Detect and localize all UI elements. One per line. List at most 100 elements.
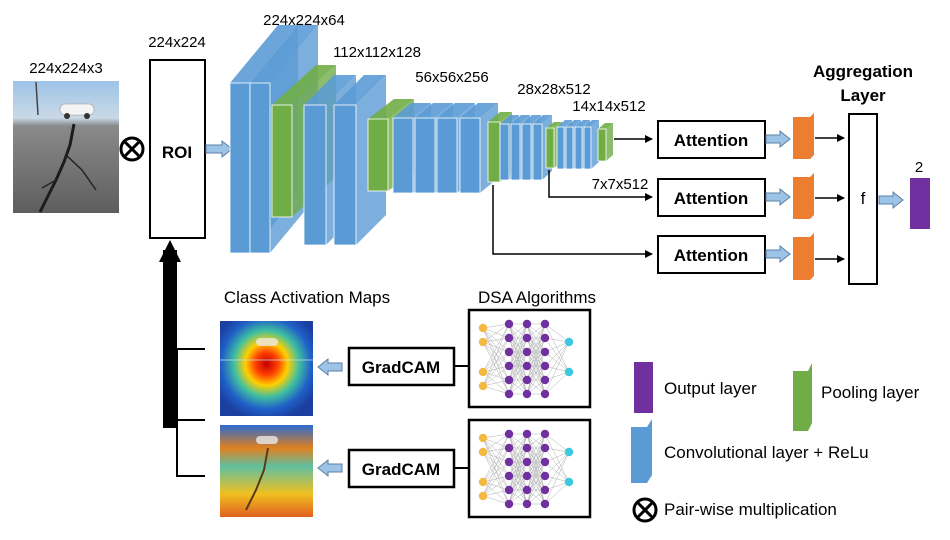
legend-output-label: Output layer (664, 379, 757, 398)
network-node (504, 457, 514, 467)
network-edge (482, 447, 510, 497)
block3-dims-label: 56x56x256 (415, 69, 488, 86)
network-edge (482, 351, 510, 387)
network-edge (544, 451, 570, 463)
network-edge (508, 461, 528, 505)
network-node (478, 433, 488, 443)
gradcam-1-arrow (317, 357, 343, 377)
attention-module-1: Attention (657, 120, 766, 159)
network-edge (544, 451, 570, 491)
network-node (540, 443, 550, 453)
network-edge (482, 433, 510, 497)
attention-output-3 (793, 233, 814, 280)
network-node (522, 375, 532, 385)
network-node (504, 361, 514, 371)
network-edge (482, 341, 510, 381)
dsa-title: DSA Algorithms (478, 288, 596, 307)
legend-multiply-icon (632, 497, 658, 523)
network-edge (526, 337, 546, 395)
gradcam-box-2: GradCAM (347, 448, 456, 489)
aggregation-box (848, 113, 878, 285)
network-node (478, 337, 488, 347)
network-edge (482, 323, 510, 329)
network-node (478, 491, 488, 501)
network-node (522, 347, 532, 357)
cam-heatmap-1 (220, 321, 313, 416)
network-edge (508, 447, 528, 505)
network-node (504, 471, 514, 481)
network-edge (544, 451, 570, 477)
network-edge (482, 447, 510, 453)
network-edge (482, 433, 510, 439)
network-node (540, 333, 550, 343)
legend-output-swatch (634, 362, 653, 413)
network-edge (508, 351, 528, 395)
network-edge (544, 341, 570, 367)
network-edge (544, 371, 570, 395)
network-node (540, 499, 550, 509)
network-node (564, 337, 574, 347)
attention-label: Attention (674, 131, 749, 150)
network-node (504, 347, 514, 357)
network-node (504, 485, 514, 495)
network-edge (544, 451, 570, 505)
network-node (540, 375, 550, 385)
network-node (522, 499, 532, 509)
attention-module-2: Attention (657, 178, 766, 217)
network-node (522, 333, 532, 343)
network-node (522, 389, 532, 399)
legend-pooling-label: Pooling layer (821, 383, 920, 402)
network-edge (526, 323, 546, 381)
network-edge (482, 495, 510, 505)
arrow-to-attention-3 (492, 185, 653, 258)
dsa-network-2 (467, 418, 592, 519)
network-edge (544, 433, 570, 453)
attention-output-1 (793, 113, 814, 159)
attention-module-3: Attention (657, 235, 766, 274)
network-node (540, 361, 550, 371)
network-edge (544, 341, 570, 381)
aggregation-to-output-arrow (878, 190, 904, 210)
network-node (564, 447, 574, 457)
network-edge (482, 323, 510, 343)
network-node (522, 485, 532, 495)
network-edge (482, 489, 510, 497)
network-edge (526, 351, 546, 395)
network-edge (482, 451, 510, 491)
network-edge (482, 337, 510, 343)
network-node (522, 457, 532, 467)
network-node (540, 471, 550, 481)
attention-3-out-arrow (765, 244, 791, 264)
network-node (504, 333, 514, 343)
network-edge (544, 341, 570, 395)
network-edge (482, 341, 510, 353)
network-edge (526, 447, 546, 505)
network-edge (526, 323, 546, 353)
attention-label: Attention (674, 246, 749, 265)
network-node (504, 319, 514, 329)
network-edge (482, 451, 510, 477)
network-edge (508, 433, 528, 463)
network-edge (508, 337, 528, 395)
network-edge (526, 323, 546, 367)
gradcam-box-1: GradCAM (347, 346, 456, 387)
feedback-arrow (159, 240, 205, 477)
network-edge (508, 365, 528, 395)
input-dims-label: 224x224x3 (29, 60, 102, 77)
network-node (522, 429, 532, 439)
network-edge (482, 433, 510, 483)
network-edge (482, 385, 510, 395)
attention-label: Attention (674, 189, 749, 208)
network-edge (482, 323, 510, 373)
network-edge (482, 341, 510, 367)
roi-box (149, 59, 206, 239)
network-node (504, 499, 514, 509)
network-node (540, 429, 550, 439)
network-node (504, 429, 514, 439)
network-node (522, 443, 532, 453)
network-edge (482, 461, 510, 497)
network-node (540, 485, 550, 495)
network-edge (544, 461, 570, 483)
network-edge (482, 451, 510, 463)
